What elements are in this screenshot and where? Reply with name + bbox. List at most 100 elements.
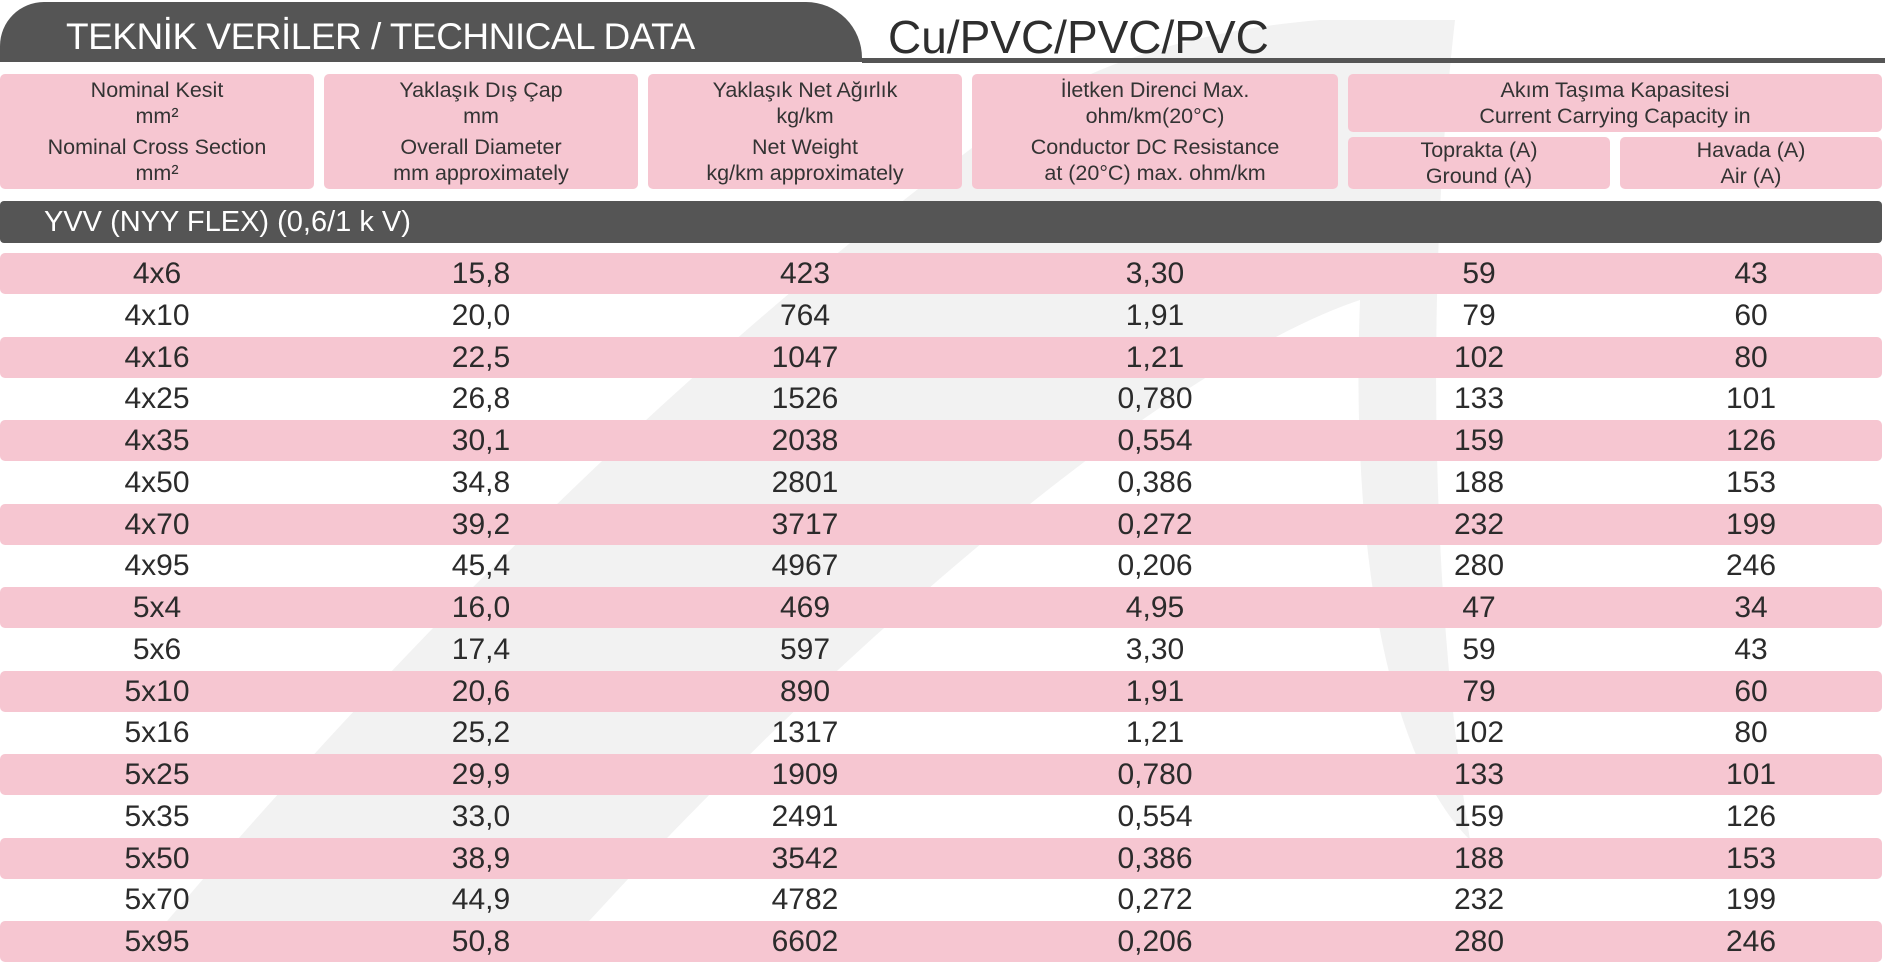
cell-section: 5x4 [132,591,182,624]
cell-air: 80 [1734,340,1768,374]
cell-air: 101 [1725,382,1777,416]
cell-air: 153 [1725,465,1777,499]
cell-weight: 1526 [771,382,839,416]
cell-diameter: 20,0 [451,298,511,332]
cell-resistance: 0,554 [1117,799,1193,833]
cell-section: 4x10 [124,298,190,332]
cell-air: 80 [1734,716,1768,750]
cell-resistance: 0,554 [1117,424,1193,457]
table-row: 5x25 29,9 1909 0,780 133 101 [0,754,1882,795]
cell-diameter: 17,4 [451,632,511,666]
cell-diameter: 25,2 [451,716,511,750]
cell-section: 5x6 [132,632,182,666]
cell-air: 43 [1734,257,1768,290]
header-ground: Toprakta (A) Ground (A) [1348,137,1610,189]
table-row: 5x95 50,8 6602 0,206 280 246 [0,921,1882,962]
cell-section: 4x50 [124,465,190,499]
header-nominal-section: Nominal Kesit mm² Nominal Cross Section … [0,74,314,189]
header-label-en: Net Weight [752,134,858,159]
cell-resistance: 0,780 [1117,758,1193,791]
cell-diameter: 16,0 [451,591,511,624]
cell-resistance: 4,95 [1125,591,1185,624]
cell-weight: 1047 [771,340,839,374]
cell-weight: 4967 [771,549,839,583]
cell-weight: 764 [779,298,831,332]
cell-ground: 159 [1453,424,1505,457]
cell-section: 5x10 [124,674,190,708]
header-label-tr: Nominal Kesit [90,77,224,102]
cell-air: 153 [1725,841,1777,875]
header-group-en: Current Carrying Capacity in [1479,104,1751,128]
cell-weight: 6602 [771,925,839,958]
cell-weight: 423 [779,257,831,290]
header-air-tr: Havada (A) [1696,137,1806,162]
cell-section: 5x16 [124,716,190,750]
cell-weight: 2801 [771,465,839,499]
table-row: 4x25 26,8 1526 0,780 133 101 [0,378,1882,419]
header-unit-en: mm² [135,161,179,185]
table-row: 4x10 20,0 764 1,91 79 60 [0,295,1882,336]
cell-ground: 280 [1453,925,1505,958]
table-row: 5x4 16,0 469 4,95 47 34 [0,587,1882,628]
cell-air: 246 [1725,549,1777,583]
cell-weight: 1909 [771,758,839,791]
cell-diameter: 30,1 [451,424,511,457]
cell-resistance: 1,21 [1125,340,1185,374]
page-title: TEKNİK VERİLER / TECHNICAL DATA [66,16,695,57]
table-row: 4x6 15,8 423 3,30 59 43 [0,253,1882,294]
title-underline [862,58,1885,63]
cell-weight: 3542 [771,841,839,875]
cell-weight: 2038 [771,424,839,457]
cell-diameter: 50,8 [451,925,511,958]
cell-resistance: 0,780 [1117,382,1193,416]
cell-diameter: 15,8 [451,257,511,290]
cell-section: 4x70 [124,507,190,541]
cell-air: 34 [1734,591,1768,624]
cell-diameter: 34,8 [451,465,511,499]
cell-diameter: 44,9 [451,883,511,917]
cell-resistance: 0,386 [1117,841,1193,875]
cell-weight: 1317 [771,716,839,750]
header-label-tr: İletken Direnci Max. [1060,77,1250,102]
cell-ground: 79 [1462,298,1496,332]
header-ground-en: Ground (A) [1425,164,1533,188]
cell-weight: 597 [779,632,831,666]
cell-section: 5x70 [124,883,190,917]
cell-ground: 133 [1453,382,1505,416]
cell-resistance: 1,91 [1125,674,1185,708]
cell-diameter: 45,4 [451,549,511,583]
section-title: YVV (NYY FLEX) (0,6/1 k V) [44,206,411,238]
cell-weight: 469 [779,591,831,624]
header-unit-tr: kg/km [776,104,834,128]
header-overall-diameter: Yaklaşık Dış Çap mm Overall Diameter mm … [324,74,638,189]
cell-air: 60 [1734,298,1768,332]
cell-ground: 188 [1453,465,1505,499]
cell-section: 5x50 [124,841,190,875]
cell-section: 4x16 [124,340,190,374]
header-label-en: Overall Diameter [400,134,562,159]
cell-ground: 102 [1453,716,1505,750]
cell-ground: 79 [1462,674,1496,708]
cell-ground: 188 [1453,841,1505,875]
cell-ground: 280 [1453,549,1505,583]
cell-air: 43 [1734,632,1768,666]
cell-section: 4x6 [132,257,182,290]
header-label-en: Nominal Cross Section [47,134,267,159]
cell-resistance: 0,206 [1117,925,1193,958]
cell-ground: 159 [1453,799,1505,833]
cell-ground: 133 [1453,758,1505,791]
cell-ground: 232 [1453,507,1505,541]
cell-diameter: 22,5 [451,340,511,374]
cell-diameter: 33,0 [451,799,511,833]
cell-section: 5x35 [124,799,190,833]
cell-air: 199 [1725,883,1777,917]
table-row: 5x16 25,2 1317 1,21 102 80 [0,712,1882,753]
cell-resistance: 0,386 [1117,465,1193,499]
cable-type-title: Cu/PVC/PVC/PVC [888,11,1269,63]
cell-ground: 232 [1453,883,1505,917]
cell-ground: 59 [1462,257,1496,290]
table-row: 5x10 20,6 890 1,91 79 60 [0,670,1882,712]
table-row: 4x16 22,5 1047 1,21 102 80 [0,336,1882,378]
header-group-tr: Akım Taşıma Kapasitesi [1500,77,1730,102]
header-air: Havada (A) Air (A) [1620,137,1882,189]
